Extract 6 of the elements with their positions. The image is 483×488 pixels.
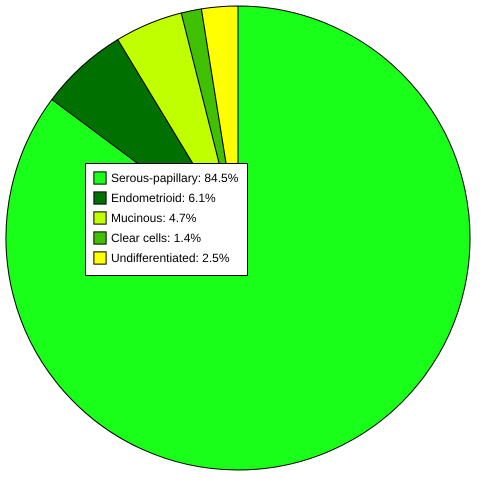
legend-label: Serous-papillary: 84.5% xyxy=(111,171,239,185)
legend-label: Endometrioid: 6.1% xyxy=(111,191,216,205)
legend-label: Mucinous: 4.7% xyxy=(111,211,197,225)
pie-slice xyxy=(6,6,470,470)
legend-label: Clear cells: 1.4% xyxy=(111,231,202,245)
legend-label: Undifferentiated: 2.5% xyxy=(111,251,230,265)
